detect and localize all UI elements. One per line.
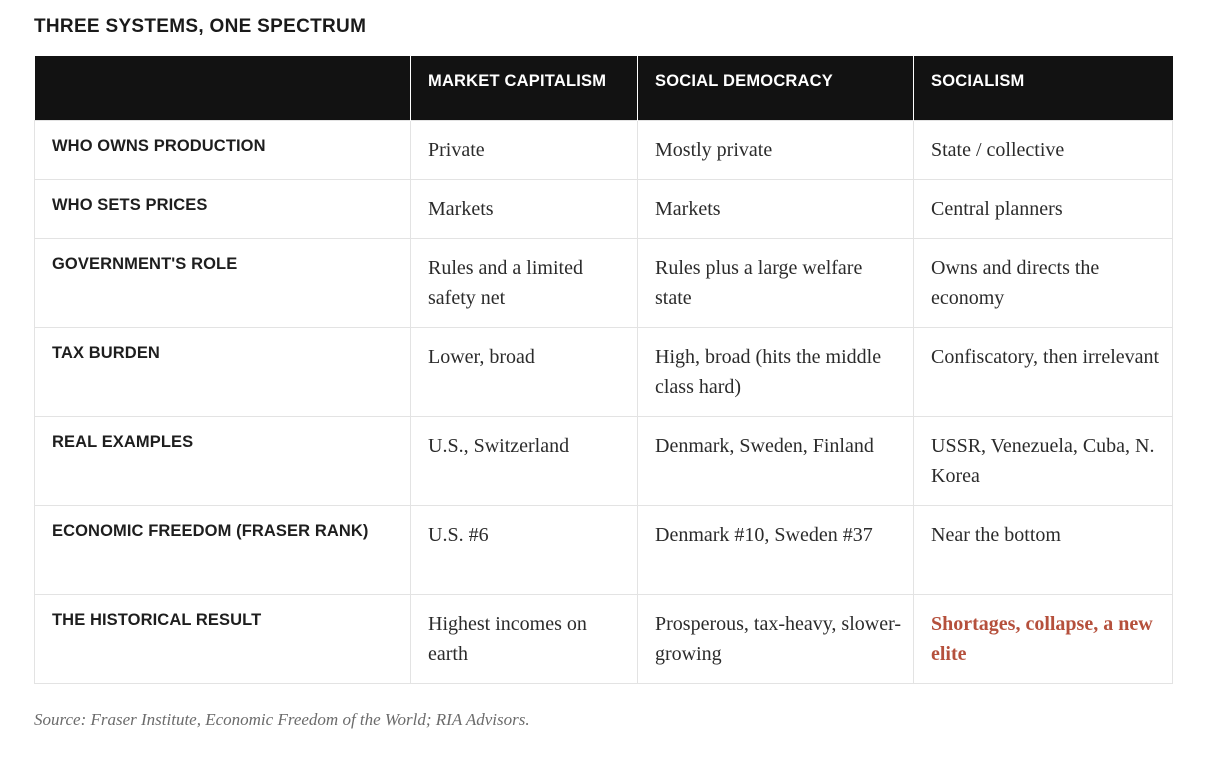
row-label: GOVERNMENT'S ROLE	[34, 237, 411, 328]
table-row: WHO SETS PRICES Markets Markets Central …	[34, 178, 1173, 239]
comparison-table: MARKET CAPITALISM SOCIAL DEMOCRACY SOCIA…	[34, 56, 1173, 684]
table-cell: Lower, broad	[410, 326, 638, 417]
table-header-row: MARKET CAPITALISM SOCIAL DEMOCRACY SOCIA…	[34, 56, 1173, 120]
table-cell: State / collective	[913, 119, 1173, 180]
table-cell: USSR, Venezuela, Cuba, N. Korea	[913, 415, 1173, 506]
table-cell: Confiscatory, then irrelevant	[913, 326, 1173, 417]
table-row: WHO OWNS PRODUCTION Private Mostly priva…	[34, 119, 1173, 180]
row-label: THE HISTORICAL RESULT	[34, 593, 411, 684]
table-row: GOVERNMENT'S ROLE Rules and a limited sa…	[34, 237, 1173, 328]
table-cell: High, broad (hits the middle class hard)	[637, 326, 914, 417]
table-cell: U.S., Switzerland	[410, 415, 638, 506]
table-row: REAL EXAMPLES U.S., Switzerland Denmark,…	[34, 415, 1173, 506]
table-cell: Owns and directs the economy	[913, 237, 1173, 328]
row-label: WHO SETS PRICES	[34, 178, 411, 239]
row-label: WHO OWNS PRODUCTION	[34, 119, 411, 180]
table-cell: Prosperous, tax-heavy, slower-growing	[637, 593, 914, 684]
table-row: TAX BURDEN Lower, broad High, broad (hit…	[34, 326, 1173, 417]
highlighted-result-cell: Shortages, collapse, a new elite	[913, 593, 1173, 684]
table-row: ECONOMIC FREEDOM (FRASER RANK) U.S. #6 D…	[34, 504, 1173, 595]
table-cell: Rules plus a large welfare state	[637, 237, 914, 328]
table-cell: U.S. #6	[410, 504, 638, 595]
table-cell: Denmark #10, Sweden #37	[637, 504, 914, 595]
table-cell: Private	[410, 119, 638, 180]
table-cell: Markets	[410, 178, 638, 239]
header-cell-social-democracy: SOCIAL DEMOCRACY	[637, 56, 914, 120]
table-cell: Central planners	[913, 178, 1173, 239]
row-label: TAX BURDEN	[34, 326, 411, 417]
table-cell: Markets	[637, 178, 914, 239]
table-cell: Highest incomes on earth	[410, 593, 638, 684]
table-title: THREE SYSTEMS, ONE SPECTRUM	[34, 16, 367, 37]
table-cell: Rules and a limited safety net	[410, 237, 638, 328]
table-cell: Near the bottom	[913, 504, 1173, 595]
row-label: REAL EXAMPLES	[34, 415, 411, 506]
source-note: Source: Fraser Institute, Economic Freed…	[34, 710, 530, 729]
row-label: ECONOMIC FREEDOM (FRASER RANK)	[34, 504, 411, 595]
header-cell-market-capitalism: MARKET CAPITALISM	[410, 56, 638, 120]
table-cell: Denmark, Sweden, Finland	[637, 415, 914, 506]
table-row: THE HISTORICAL RESULT Highest incomes on…	[34, 593, 1173, 684]
table-cell: Mostly private	[637, 119, 914, 180]
header-cell-blank	[34, 56, 411, 120]
header-cell-socialism: SOCIALISM	[913, 56, 1173, 120]
